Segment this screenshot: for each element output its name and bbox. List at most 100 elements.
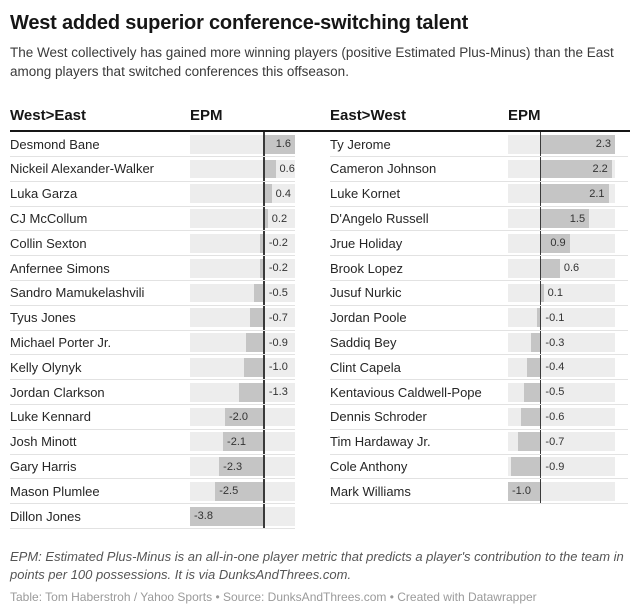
- bar-track: [190, 283, 295, 303]
- zero-axis-line: [263, 380, 265, 405]
- epm-bar: [260, 233, 264, 253]
- table-row: CJ McCollum 0.2: [10, 206, 295, 232]
- epm-bar-cell: 0.6: [508, 256, 615, 281]
- table-west-to-east: West>East EPM Desmond Bane 1.6 Nickeil Ale…: [10, 107, 295, 529]
- epm-value: 0.6: [563, 262, 580, 275]
- zero-axis-line: [539, 355, 542, 380]
- epm-bar: [540, 258, 560, 278]
- epm-value: -2.5: [219, 485, 239, 498]
- chart-subtitle: The West collectively has gained more wi…: [10, 45, 614, 79]
- epm-bar: [540, 283, 544, 303]
- zero-axis-line: [539, 405, 542, 429]
- table-row: Michael Porter Jr. -0.9: [10, 330, 295, 356]
- epm-value: -2.0: [229, 410, 248, 423]
- epm-bar: [225, 407, 264, 427]
- table-east-to-west: East>West EPM Ty Jerome 2.3 Cameron Johnso…: [330, 107, 628, 529]
- epm-value: -0.2: [268, 262, 288, 275]
- epm-footnote: EPM: Estimated Plus-Minus is an all-in-o…: [10, 549, 624, 582]
- epm-value: 1.5: [569, 212, 586, 225]
- zero-axis-line: [263, 429, 265, 454]
- epm-value: -2.1: [227, 435, 247, 448]
- epm-value: -0.3: [545, 336, 565, 349]
- player-name: Luke Kornet: [330, 186, 401, 202]
- table-body: Desmond Bane 1.6 Nickeil Alexander-Walker 0…: [10, 132, 295, 529]
- zero-axis-line: [263, 206, 265, 231]
- zero-axis-line: [539, 281, 542, 305]
- epm-bar: [250, 308, 264, 328]
- epm-bar: [223, 432, 264, 452]
- epm-bar-cell: 0.9: [508, 231, 615, 256]
- player-name: Michael Porter Jr.: [10, 335, 112, 351]
- epm-bar-cell: -0.7: [190, 305, 295, 330]
- zero-axis-line: [539, 206, 542, 231]
- epm-bar: [254, 283, 264, 303]
- epm-value: -0.7: [545, 435, 565, 448]
- epm-bar: [520, 407, 541, 427]
- table-body: Ty Jerome 2.3 Cameron Johnson 2.2 Luke Korne…: [330, 132, 628, 505]
- epm-value: -0.5: [545, 386, 565, 399]
- epm-value: -0.6: [545, 410, 565, 423]
- epm-bar-cell: 2.2: [508, 157, 615, 181]
- table-row: Mason Plumlee -2.5: [10, 479, 295, 505]
- epm-value: 2.1: [589, 187, 605, 200]
- epm-bar-cell: 0.4: [190, 181, 295, 206]
- epm-bar-cell: -0.7: [508, 429, 615, 454]
- table-row: Ty Jerome 2.3: [330, 132, 628, 158]
- epm-value: 2.2: [592, 162, 608, 175]
- zero-axis-line: [539, 305, 542, 330]
- column-header-epm-left: EPM: [190, 107, 223, 125]
- epm-bar: [215, 481, 264, 501]
- epm-bar: [540, 209, 590, 228]
- bar-track: [190, 357, 295, 377]
- player-name: Anfernee Simons: [10, 260, 110, 276]
- table-row: Saddiq Bey -0.3: [330, 330, 628, 356]
- header-rule-line: [10, 130, 630, 133]
- player-name: Luke Kennard: [10, 409, 91, 425]
- comparison-tables: West>East EPM Desmond Bane 1.6 Nickeil Ale…: [10, 107, 630, 529]
- epm-value: 0.6: [279, 162, 295, 175]
- player-name: CJ McCollum: [10, 211, 88, 227]
- zero-axis-line: [263, 281, 265, 305]
- player-name: Jordan Poole: [330, 310, 407, 326]
- player-name: Mark Williams: [330, 483, 411, 499]
- epm-value: 0.9: [550, 237, 566, 250]
- epm-bar-cell: -0.3: [508, 330, 615, 355]
- zero-axis-line: [263, 157, 265, 181]
- table-row: Josh Minott -2.1: [10, 429, 295, 455]
- epm-bar: [238, 382, 264, 402]
- epm-bar: [219, 457, 264, 476]
- player-name: Dillon Jones: [10, 508, 81, 524]
- zero-axis-line: [539, 454, 542, 479]
- column-header-west-east: West>East: [10, 107, 87, 125]
- player-name: Ty Jerome: [330, 136, 391, 152]
- player-name: Desmond Bane: [10, 136, 100, 152]
- table-row: Cole Anthony -0.9: [330, 454, 628, 480]
- epm-bar-cell: 0.6: [190, 157, 295, 181]
- epm-bar-cell: -0.9: [508, 454, 615, 479]
- table-header-row: East>West EPM: [330, 107, 628, 130]
- table-row: Desmond Bane 1.6: [10, 132, 295, 158]
- zero-axis-line: [539, 330, 542, 355]
- bar-track: [190, 308, 295, 328]
- zero-axis-line: [263, 330, 265, 355]
- epm-bar-cell: 1.6: [190, 132, 295, 157]
- player-name: Dennis Schroder: [330, 409, 427, 425]
- table-row: Luke Kennard -2.0: [10, 405, 295, 430]
- epm-bar: [246, 333, 264, 352]
- epm-bar: [511, 457, 541, 476]
- player-name: Sandro Mamukelashvili: [10, 285, 145, 301]
- epm-bar-cell: 0.1: [508, 281, 615, 305]
- epm-bar: [263, 159, 276, 179]
- table-row: D'Angelo Russell 1.5: [330, 206, 628, 232]
- epm-bar: [527, 357, 541, 377]
- epm-value: 1.6: [275, 138, 291, 151]
- table-row: Kelly Olynyk -1.0: [10, 355, 295, 381]
- column-header-epm-right: EPM: [508, 107, 541, 125]
- table-row: Jusuf Nurkic 0.1: [330, 281, 628, 306]
- epm-bar-cell: -0.6: [508, 405, 615, 429]
- zero-axis-line: [539, 157, 542, 181]
- player-name: Luka Garza: [10, 186, 78, 202]
- epm-bar: [190, 506, 264, 526]
- epm-bar-cell: -0.5: [508, 380, 615, 405]
- epm-value: -0.2: [268, 237, 288, 250]
